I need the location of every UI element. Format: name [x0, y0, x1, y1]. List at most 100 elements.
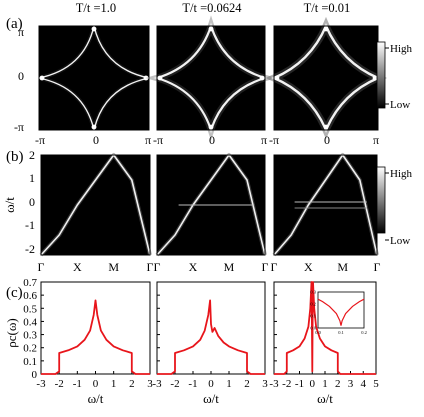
colorbar-a: High Low: [376, 41, 413, 111]
fermi-hotspot: [208, 124, 214, 130]
b-ytick-2: 2: [29, 148, 35, 162]
heatmap-background: [41, 155, 150, 255]
c-xtick: 5: [373, 378, 379, 390]
inset-ytick: 0.1: [310, 314, 316, 319]
heatmap-background: [274, 155, 377, 255]
panel-label-c: (c): [6, 285, 23, 301]
c-ylabel: ρc(ω): [4, 318, 19, 347]
dos-inset: 0.0 0.1 0.2 0.0 0.1 0.2 0.3: [310, 290, 366, 336]
c-ytick: 0.6: [23, 290, 37, 302]
row-a-title-1: T/t =1.0: [76, 1, 116, 15]
inset-ytick: 0.0: [310, 326, 316, 331]
a-xtick-pi-1: π: [145, 133, 151, 147]
panel-label-a: (a): [6, 16, 23, 32]
dos-panel-2: -3 -2 -1 0 1 2 3 ω/t: [152, 281, 268, 406]
b-ytick-1: 1: [29, 171, 35, 185]
b-xtick: M: [108, 260, 119, 274]
b-ylabel: ω/t: [2, 197, 17, 213]
fermi-hotspot: [143, 75, 149, 81]
a-xtick-0-1: 0: [93, 133, 99, 147]
c-xtick: 1: [111, 378, 117, 390]
inset-curve: [317, 298, 365, 326]
dos-curve: [274, 281, 376, 375]
a-ytick-0: 0: [18, 69, 24, 83]
heatmap-frame: [156, 154, 266, 256]
c-xtick: 4: [361, 378, 367, 390]
fermi-hotspot: [372, 75, 378, 81]
b-xtick: Γ: [154, 260, 161, 274]
a-xtick-0-2: 0: [209, 133, 215, 147]
c-ytick: 0.1: [23, 356, 37, 368]
heatmap-frame: [156, 25, 266, 131]
dispersion-panel-3: [272, 153, 379, 257]
inset-ytick: 0.2: [310, 302, 316, 307]
c-xtick: 1: [226, 378, 232, 390]
b-xtick: Γ: [271, 260, 278, 274]
c-xtick: 3: [348, 378, 354, 390]
colorbar-b-high: High: [390, 168, 413, 180]
c-ytick: 0: [32, 369, 38, 381]
a-xtick-negpi-1: -π: [35, 133, 45, 147]
heatmap-background: [274, 26, 378, 130]
b-xtick: X: [304, 260, 313, 274]
a-ytick-negpi: -π: [14, 120, 24, 134]
heatmap-frame: [38, 25, 150, 131]
fermi-surface-panel-3: [264, 16, 388, 140]
c-ytick: 0.3: [23, 330, 37, 342]
c-xtick: 2: [335, 378, 341, 390]
fermi-hotspot: [274, 75, 280, 81]
dispersion-band: [156, 154, 266, 256]
fermi-hotspot: [259, 75, 265, 81]
fermi-surface-panel-2: [145, 15, 277, 141]
c-xtick: -2: [170, 378, 179, 390]
b-xtick: X: [189, 260, 198, 274]
c-xlabel: ω/t: [88, 391, 104, 406]
c-xtick: -1: [188, 378, 197, 390]
fermi-hotspot: [208, 26, 214, 32]
inset-xtick: 0.1: [338, 330, 344, 335]
colorbar-a-high: High: [390, 43, 413, 55]
heatmap-background: [39, 26, 149, 130]
row-a: (a) T/t =1.0 T/t =0.0624 T/t =0.01 π 0 -…: [6, 1, 413, 147]
colorbar-b-low: Low: [390, 235, 410, 247]
row-a-title-2: T/t =0.0624: [182, 1, 242, 15]
dispersion-band: [273, 154, 378, 256]
heatmap-frame: [40, 154, 151, 256]
fermi-hotspot: [91, 124, 97, 130]
fermi-surface-panel-1: [38, 25, 150, 131]
c-xtick: -3: [269, 378, 279, 390]
c-yticks: 00.10.20.3 0.40.50.60.7: [23, 277, 37, 381]
dispersion-panel-1: [39, 153, 152, 257]
row-c: (c) ρc(ω) 00.10.20.30.40.50.60.7 -3 -2 -1 0…: [4, 277, 379, 406]
b-ytick-neg2: -2: [25, 242, 35, 256]
c-xtick: 3: [147, 378, 153, 390]
b-xtick: Γ: [262, 260, 269, 274]
c-xtick: 0: [310, 378, 316, 390]
c-xtick: 0: [93, 378, 99, 390]
b-xtick: Γ: [38, 260, 45, 274]
panel-label-b: (b): [6, 149, 24, 165]
c-xtick: -2: [55, 378, 64, 390]
c-xtick: -3: [152, 378, 162, 390]
a-ytick-pi: π: [18, 25, 24, 39]
b-xtick: X: [73, 260, 82, 274]
fermi-hotspot: [157, 75, 163, 81]
b-xtick: Γ: [374, 260, 381, 274]
a-xtick-negpi-2: -π: [153, 133, 163, 147]
c-xlabel: ω/t: [203, 391, 219, 406]
c-xtick: -1: [73, 378, 82, 390]
dispersion-band: [40, 154, 151, 256]
c-xtick: 1: [322, 378, 328, 390]
c-xtick: 2: [129, 378, 135, 390]
inset-xtick: 0.2: [361, 330, 367, 335]
fermi-hotspot: [323, 124, 329, 130]
a-xtick-0-3: 0: [324, 133, 330, 147]
colorbar-b-gradient: [376, 166, 386, 234]
inset-ytick: 0.3: [310, 290, 316, 295]
row-a-title-3: T/t =0.01: [304, 1, 351, 15]
c-xtick: 2: [244, 378, 250, 390]
dos-curve: [157, 299, 265, 375]
dispersion-panel-2: [155, 153, 267, 257]
b-xtick: M: [337, 260, 348, 274]
